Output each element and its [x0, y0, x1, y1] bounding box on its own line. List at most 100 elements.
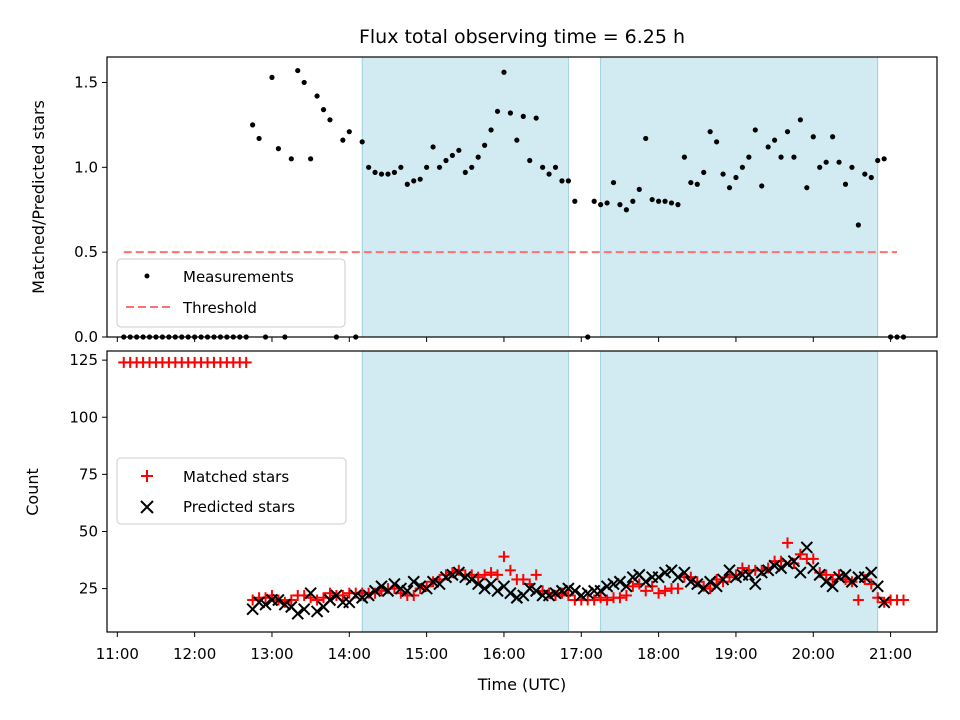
top-legend-box	[116, 258, 346, 328]
measurement-point	[488, 127, 494, 133]
measurement-point	[391, 169, 398, 175]
measurement-point	[604, 200, 610, 206]
measurement-point	[378, 171, 385, 177]
measurement-point	[772, 137, 778, 143]
predicted-star-point	[858, 570, 872, 584]
predicted-star-point	[568, 584, 582, 598]
predicted-star-point	[491, 584, 504, 598]
y-tick-label: 1.0	[74, 158, 98, 176]
measurement-point	[320, 107, 327, 113]
measurement-point	[701, 169, 707, 175]
measurement-point	[366, 164, 372, 170]
measurement-point	[327, 117, 333, 123]
predicted-star-point	[323, 593, 337, 607]
predicted-star-point	[504, 586, 517, 600]
measurement-point	[514, 137, 520, 143]
measurement-point	[404, 181, 410, 187]
matched-star-point	[794, 548, 806, 560]
shaded-interval	[600, 56, 879, 338]
measurement-point	[881, 156, 887, 162]
predicted-star-point	[388, 577, 401, 591]
matched-star-point	[601, 594, 613, 606]
predicted-star-point	[787, 554, 801, 568]
y-tick-label: 50	[79, 522, 98, 540]
matched-star-point	[517, 573, 529, 585]
x-tick-label: 21:00	[869, 645, 912, 663]
measurement-point	[733, 174, 739, 181]
measurement-point	[649, 196, 655, 203]
measurement-point	[269, 74, 275, 80]
measurement-point	[868, 174, 874, 181]
predicted-star-point	[652, 570, 665, 584]
measurement-point	[739, 164, 745, 170]
predicted-star-point	[465, 573, 478, 586]
predicted-star-point	[800, 541, 814, 554]
legend-threshold-label: Threshold	[182, 299, 257, 317]
y-tick-label: 0.0	[74, 328, 98, 346]
predicted-star-point	[297, 602, 311, 616]
measurement-point	[849, 164, 855, 170]
measurement-point	[694, 181, 700, 187]
bottom-x-ticks: 11:00 12:00 13:00 14:00 15:00 16:00 17:00 18:00…	[96, 632, 912, 663]
y-tick-label: 100	[69, 408, 98, 426]
predicted-star-point	[639, 575, 652, 588]
measurement-point	[295, 67, 301, 74]
measurement-point	[656, 198, 662, 204]
predicted-star-point	[272, 593, 285, 607]
measurement-point	[540, 164, 546, 170]
x-tick-label: 14:00	[328, 645, 371, 663]
matched-star-point	[311, 594, 323, 606]
matched-star-point	[820, 569, 832, 581]
measurement-point	[791, 154, 797, 160]
measurement-point	[250, 122, 256, 128]
measurement-point	[430, 144, 436, 150]
measurements-series	[121, 67, 907, 340]
predicted-star-point	[794, 566, 807, 579]
measurement-point	[411, 178, 417, 184]
bottom-legend-box	[116, 457, 347, 525]
measurement-point	[314, 93, 320, 99]
measurement-point	[572, 198, 578, 204]
matched-star-point	[479, 569, 491, 581]
matched-star-point	[530, 569, 542, 581]
x-tick-label: 17:00	[560, 645, 603, 663]
predicted-star-point	[826, 580, 839, 593]
predicted-star-point	[304, 586, 317, 600]
y-tick-label: 125	[69, 351, 98, 369]
measurement-point	[372, 169, 378, 175]
x-tick-label: 12:00	[173, 645, 216, 663]
predicted-star-point	[761, 564, 775, 577]
measurement-point	[752, 127, 758, 133]
measurement-point	[810, 134, 816, 140]
measurement-point	[398, 164, 404, 170]
measurement-point	[643, 135, 649, 142]
measurement-point	[507, 110, 514, 116]
measurement-point	[469, 164, 475, 170]
predicted-star-point	[407, 575, 420, 588]
measurement-point	[675, 202, 681, 208]
predicted-star-point	[871, 580, 884, 593]
top-legend: Measurements Threshold	[116, 258, 346, 328]
measurement-point	[746, 154, 752, 160]
matched-star-point	[492, 569, 504, 581]
measurement-point	[256, 135, 262, 142]
predicted-star-point	[368, 584, 382, 598]
measurement-point	[668, 200, 675, 206]
measurement-point	[462, 169, 468, 175]
measurement-point	[385, 171, 391, 177]
measurement-point	[482, 142, 488, 148]
measurement-point	[301, 79, 307, 86]
measurement-point	[346, 129, 352, 135]
y-tick-label: 25	[79, 580, 98, 598]
measurement-point	[688, 179, 694, 186]
matched-star-point	[337, 589, 349, 601]
matched-star-point	[897, 594, 909, 606]
matched-star-point	[627, 580, 639, 592]
measurement-point	[636, 186, 642, 192]
matched-star-point	[614, 592, 626, 604]
matched-star-point	[653, 587, 665, 599]
matched-star-point	[485, 567, 497, 579]
predicted-star-point	[452, 566, 466, 579]
matched-star-point	[852, 594, 864, 606]
matched-star-point	[872, 592, 884, 604]
